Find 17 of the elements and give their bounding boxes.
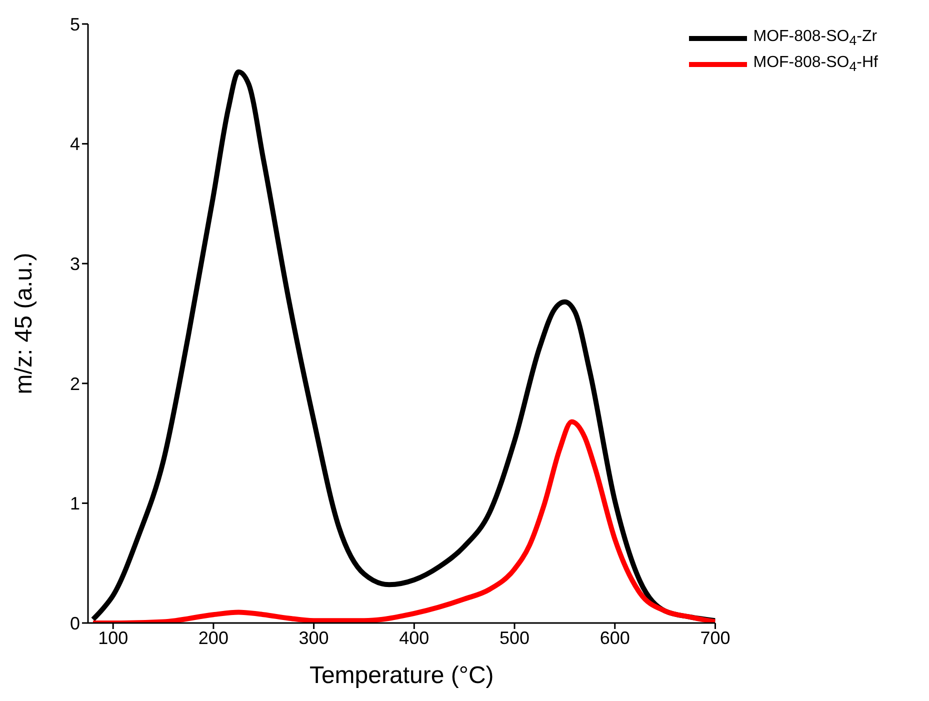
x-tick-label: 600 <box>600 628 630 648</box>
y-axis-title: m/z: 45 (a.u.) <box>10 252 38 394</box>
x-tick-label: 400 <box>399 628 430 648</box>
legend-label: MOF-808-SO$_{4}$-Zr <box>753 28 878 48</box>
y-tick-label: 4 <box>70 134 80 154</box>
y-tick-label: 5 <box>70 14 80 34</box>
x-tick-label: 500 <box>499 628 530 648</box>
y-tick-label: 1 <box>70 494 80 514</box>
x-tick-label: 100 <box>98 628 128 648</box>
y-tick-label: 2 <box>70 374 80 394</box>
x-tick-label: 300 <box>298 628 329 648</box>
x-tick-label: 700 <box>700 628 730 648</box>
x-tick-label: 200 <box>198 628 228 648</box>
y-tick-label: 3 <box>70 254 80 274</box>
y-tick-label: 0 <box>70 613 80 634</box>
legend-label: MOF-808-SO$_{4}$-Hf <box>753 54 878 74</box>
x-axis-title: Temperature (°C) <box>309 662 494 689</box>
